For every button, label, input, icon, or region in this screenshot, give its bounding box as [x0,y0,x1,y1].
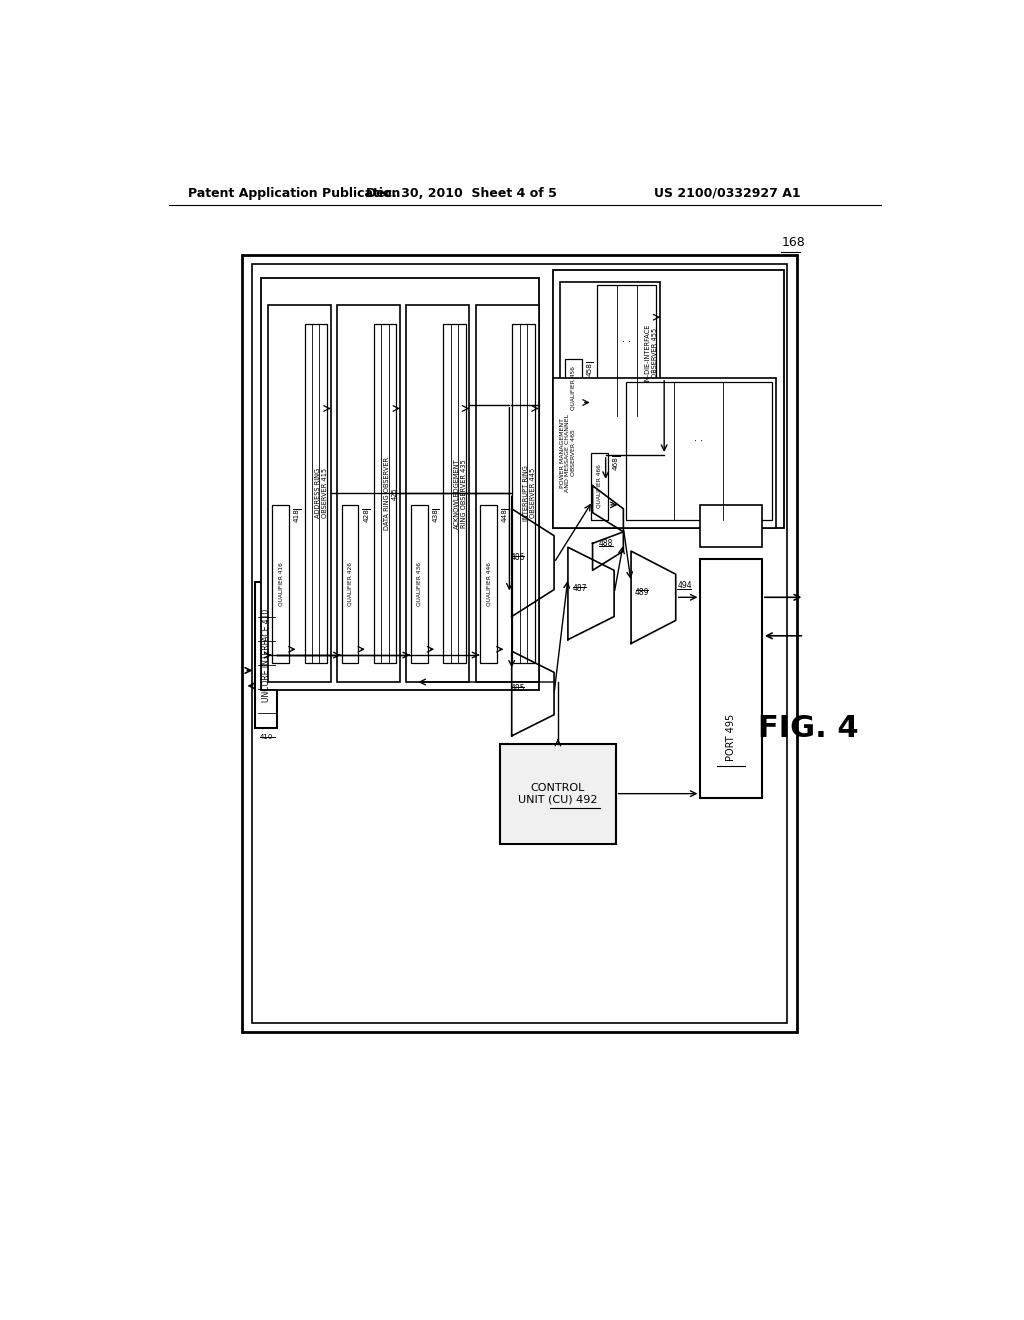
Bar [252,264,787,1023]
Text: QUALIFIER 446: QUALIFIER 446 [486,562,492,606]
Text: 488: 488 [598,539,612,548]
Bar [267,305,331,682]
Bar [443,323,466,663]
Text: US 2100/0332927 A1: US 2100/0332927 A1 [654,186,801,199]
Text: QUALIFIER 416: QUALIFIER 416 [279,562,284,606]
Text: . .: . . [450,471,459,482]
Text: 428: 428 [364,508,370,523]
Text: 448: 448 [502,508,508,523]
Bar [304,323,327,663]
Bar [407,305,469,682]
Bar [255,582,276,729]
Text: POWER MANAGEMENT
AND MESSAGE CHANNEL
OBSERVER 465: POWER MANAGEMENT AND MESSAGE CHANNEL OBS… [560,414,577,492]
Text: . .: . . [381,471,389,482]
Bar [480,504,497,663]
Bar [553,378,776,528]
Bar [342,504,358,663]
Text: INTERRUPT RING
OBSERVER 445: INTERRUPT RING OBSERVER 445 [523,466,536,521]
Bar [475,305,539,682]
Bar [337,305,400,682]
Text: 487: 487 [572,585,587,593]
Text: . .: . . [519,471,528,482]
Text: DATA RING OBSERVER
425: DATA RING OBSERVER 425 [384,457,397,529]
Bar [597,285,656,416]
Text: 468: 468 [612,455,618,470]
Text: ACKNOWLEDGEMENT
RING OBSERVER 435: ACKNOWLEDGEMENT RING OBSERVER 435 [454,458,467,529]
Text: ADDRESS RING
OBSERVER 415: ADDRESS RING OBSERVER 415 [315,469,328,519]
Text: UNCORE INTERFACE 410: UNCORE INTERFACE 410 [261,609,270,702]
Text: QUALIFIER 436: QUALIFIER 436 [417,562,422,606]
Text: . .: . . [694,433,703,444]
Bar [700,504,762,548]
Text: Dec. 30, 2010  Sheet 4 of 5: Dec. 30, 2010 Sheet 4 of 5 [367,186,557,199]
Text: 438: 438 [432,508,438,523]
Bar [261,277,539,689]
Bar [272,504,289,663]
Bar [560,281,660,424]
Text: 168: 168 [781,236,805,249]
Text: 410: 410 [259,734,272,741]
Bar [565,359,582,416]
Bar [591,453,608,520]
Bar [500,743,615,843]
Text: . .: . . [311,471,321,482]
Text: QUALIFIER 466: QUALIFIER 466 [597,465,602,508]
Text: Patent Application Publication: Patent Application Publication [188,186,400,199]
Bar [411,504,428,663]
Text: 486: 486 [510,553,524,562]
Text: 489: 489 [635,589,649,597]
Text: . .: . . [623,334,632,343]
Text: 485: 485 [510,684,524,693]
Text: CONTROL
UNIT (CU) 492: CONTROL UNIT (CU) 492 [518,783,598,804]
Bar [243,255,797,1032]
Text: QUALIFIER 456: QUALIFIER 456 [570,366,575,409]
Text: 458: 458 [587,362,593,376]
Bar [374,323,396,663]
Bar [626,381,772,520]
Text: 418: 418 [294,508,300,523]
Bar [553,271,783,528]
Text: FIG. 4: FIG. 4 [758,714,858,743]
Text: 494: 494 [677,581,692,590]
Text: QUALIFIER 426: QUALIFIER 426 [347,562,352,606]
Text: PORT 495: PORT 495 [726,714,736,762]
Text: IN-DIE-INTERFACE
OBSERVER 455: IN-DIE-INTERFACE OBSERVER 455 [644,323,657,381]
Bar [700,558,762,797]
Bar [512,323,535,663]
